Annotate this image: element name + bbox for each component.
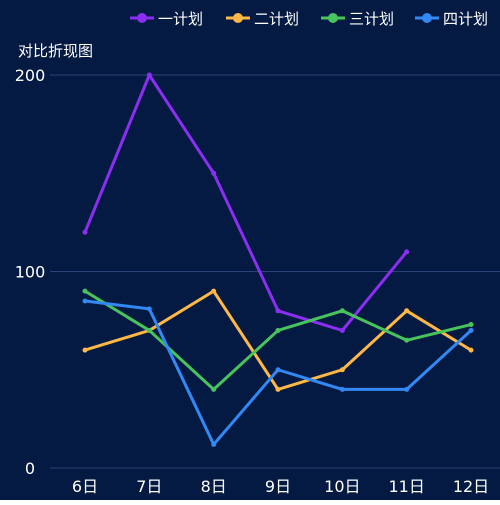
data-point xyxy=(146,306,152,312)
data-point xyxy=(339,308,345,314)
data-point xyxy=(82,298,88,304)
data-point xyxy=(275,386,281,392)
legend-label: 一计划 xyxy=(158,10,203,28)
y-tick-label: 100 xyxy=(15,263,46,282)
data-point xyxy=(275,367,281,373)
x-axis: 6日 7日 8日 9日 10日 11日 12日 xyxy=(72,477,489,496)
data-point xyxy=(339,327,345,333)
data-point xyxy=(211,441,217,447)
y-tick-label: 200 xyxy=(15,66,46,85)
data-point xyxy=(146,72,152,78)
x-tick-label: 6日 xyxy=(72,477,98,496)
x-tick-label: 7日 xyxy=(136,477,162,496)
series-3 xyxy=(82,288,474,392)
legend-swatch-dot xyxy=(422,13,432,23)
data-point xyxy=(211,170,217,176)
data-point xyxy=(404,386,410,392)
y-tick-label: 0 xyxy=(25,459,35,478)
x-tick-label: 9日 xyxy=(265,477,291,496)
data-point xyxy=(146,327,152,333)
data-point xyxy=(404,249,410,255)
legend-item[interactable]: 三计划 xyxy=(321,10,394,28)
legend-swatch-dot xyxy=(233,13,243,23)
x-tick-label: 8日 xyxy=(201,477,227,496)
x-tick-label: 11日 xyxy=(388,477,424,496)
legend-item[interactable]: 四计划 xyxy=(415,10,488,28)
gridlines xyxy=(50,74,500,469)
legend-swatch-dot xyxy=(137,13,147,23)
legend-label: 四计划 xyxy=(443,10,488,28)
data-point xyxy=(211,288,217,294)
data-point xyxy=(275,308,281,314)
data-point xyxy=(468,347,474,353)
data-point xyxy=(404,337,410,343)
data-point xyxy=(339,386,345,392)
data-point xyxy=(82,288,88,294)
legend-label: 三计划 xyxy=(349,10,394,28)
x-tick-label: 10日 xyxy=(324,477,360,496)
chart-title: 对比折现图 xyxy=(18,42,93,60)
legend-label: 二计划 xyxy=(254,10,299,28)
data-point xyxy=(82,347,88,353)
legend-item[interactable]: 一计划 xyxy=(130,10,203,28)
data-point xyxy=(468,322,474,328)
legend-item[interactable]: 二计划 xyxy=(226,10,299,28)
data-point xyxy=(275,327,281,333)
data-point xyxy=(339,367,345,373)
y-axis: 0 100 200 xyxy=(15,66,46,478)
x-tick-label: 12日 xyxy=(453,477,489,496)
data-point xyxy=(404,308,410,314)
series-4 xyxy=(82,298,474,447)
legend[interactable]: 一计划 二计划 三计划 四计划 xyxy=(130,10,488,28)
series-lines xyxy=(82,72,474,447)
legend-swatch-dot xyxy=(328,13,338,23)
data-point xyxy=(82,229,88,235)
data-point xyxy=(211,386,217,392)
data-point xyxy=(468,327,474,333)
